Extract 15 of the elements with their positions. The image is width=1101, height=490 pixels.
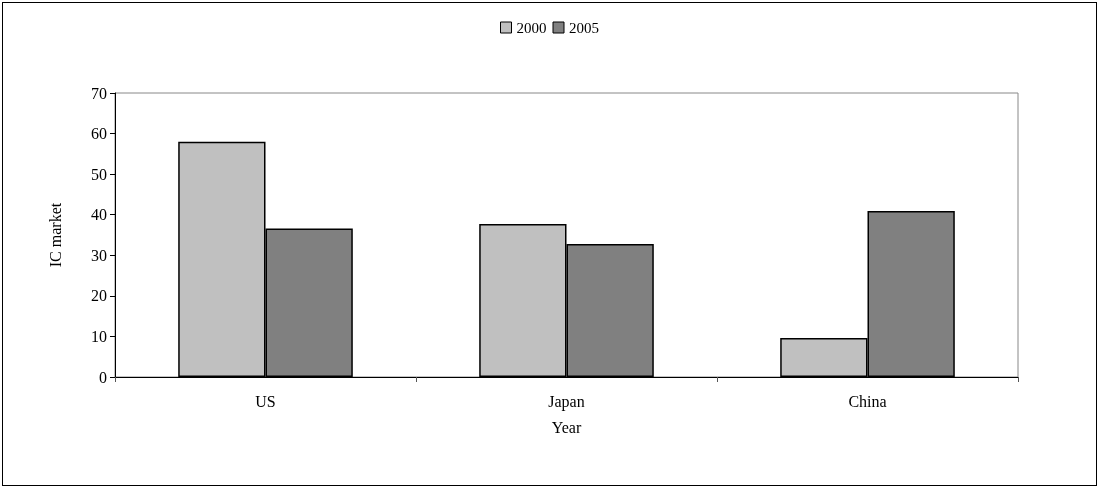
legend-label: 2005 (569, 19, 599, 36)
x-tick-label: China (848, 392, 887, 410)
x-tick-label: US (255, 392, 276, 410)
y-tick-label: 30 (91, 246, 107, 264)
y-tick-label: 20 (91, 287, 107, 305)
y-tick-label: 0 (99, 368, 107, 386)
y-tick-label: 70 (91, 84, 107, 102)
y-tick-label: 60 (91, 125, 107, 143)
x-axis-title: Year (551, 418, 582, 436)
legend-label: 2000 (516, 19, 547, 36)
y-axis-title: IC market (46, 202, 64, 268)
y-tick-label: 10 (91, 327, 107, 345)
y-tick-label: 50 (91, 165, 107, 183)
y-tick-label: 40 (91, 206, 107, 224)
x-tick-label: Japan (548, 392, 585, 411)
